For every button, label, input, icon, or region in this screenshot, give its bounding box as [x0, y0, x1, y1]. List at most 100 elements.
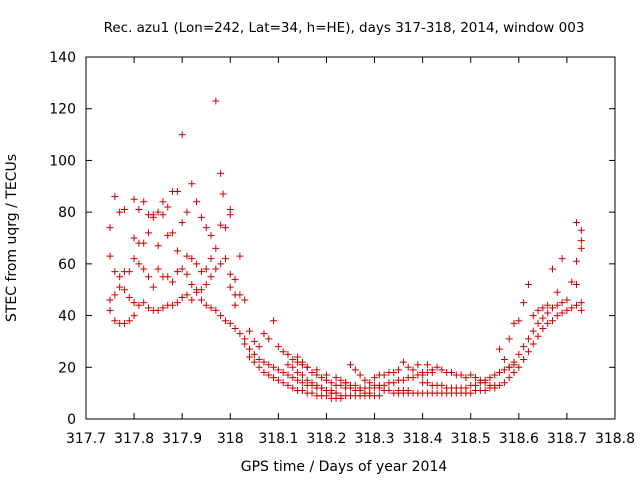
data-point: [447, 368, 455, 376]
data-point: [188, 281, 196, 289]
data-point: [202, 301, 210, 309]
data-point: [116, 273, 124, 281]
data-point: [395, 366, 403, 374]
data-point: [313, 366, 321, 374]
data-point: [183, 252, 191, 260]
data-point: [217, 169, 225, 177]
data-point: [111, 193, 119, 201]
data-point: [236, 291, 244, 299]
data-point: [380, 381, 388, 389]
data-point: [164, 273, 172, 281]
data-point: [322, 371, 330, 379]
data-point: [183, 291, 191, 299]
data-point: [505, 374, 513, 382]
data-point: [135, 260, 143, 268]
data-point: [246, 327, 254, 335]
x-tick-label: 317.9: [162, 431, 202, 447]
data-point: [154, 242, 162, 250]
x-tick-label: 317.8: [114, 431, 154, 447]
data-point: [154, 306, 162, 314]
x-tick-label: 318.8: [595, 431, 635, 447]
data-point: [284, 361, 292, 369]
data-point: [481, 387, 489, 395]
data-point: [524, 335, 532, 343]
data-point: [140, 198, 148, 206]
data-point: [419, 368, 427, 376]
data-point: [568, 304, 576, 312]
data-point: [438, 381, 446, 389]
data-point: [467, 371, 475, 379]
data-point: [111, 268, 119, 276]
data-point: [173, 299, 181, 307]
x-tick-label: 318.5: [451, 431, 491, 447]
data-point: [476, 376, 484, 384]
data-point: [164, 203, 172, 211]
data-point: [414, 361, 422, 369]
data-point: [120, 206, 128, 214]
data-point: [145, 229, 153, 237]
data-point: [207, 304, 215, 312]
data-point: [265, 335, 273, 343]
data-point: [577, 237, 585, 245]
data-point: [260, 358, 268, 366]
data-point: [390, 379, 398, 387]
data-point: [399, 358, 407, 366]
data-point: [284, 350, 292, 358]
data-point: [173, 268, 181, 276]
data-point: [462, 384, 470, 392]
data-point: [270, 317, 278, 325]
data-point: [231, 325, 239, 332]
y-tick-label: 100: [49, 153, 76, 169]
data-point: [529, 340, 537, 348]
data-point: [246, 345, 254, 353]
data-point: [217, 221, 225, 229]
data-point: [318, 384, 326, 392]
data-point: [284, 381, 292, 389]
data-point: [529, 312, 537, 320]
data-point: [260, 368, 268, 376]
data-point: [332, 389, 340, 397]
data-point: [510, 358, 518, 366]
data-point: [318, 374, 326, 382]
data-point: [106, 296, 114, 304]
data-point: [294, 376, 302, 384]
data-point: [173, 247, 181, 255]
data-point: [577, 306, 585, 314]
data-point: [116, 208, 124, 216]
data-points: [106, 97, 585, 402]
data-point: [294, 353, 302, 361]
x-tick-label: 318.1: [258, 431, 298, 447]
data-point: [298, 387, 306, 395]
data-point: [212, 306, 220, 314]
data-point: [255, 363, 263, 371]
data-point: [106, 224, 114, 232]
data-point: [250, 337, 258, 345]
data-point: [284, 371, 292, 379]
data-point: [159, 304, 167, 312]
data-point: [298, 358, 306, 366]
data-point: [241, 296, 249, 304]
data-point: [265, 371, 273, 379]
data-point: [279, 379, 287, 387]
data-point: [298, 371, 306, 379]
data-point: [303, 376, 311, 384]
data-point: [135, 301, 143, 309]
data-point: [226, 211, 234, 219]
data-point: [178, 293, 186, 301]
data-point: [510, 368, 518, 376]
data-point: [548, 304, 556, 312]
x-axis-label: GPS time / Days of year 2014: [241, 459, 448, 475]
data-point: [573, 281, 581, 289]
data-point: [212, 244, 220, 252]
data-point: [164, 231, 172, 239]
data-point: [274, 343, 282, 351]
data-point: [577, 226, 585, 234]
data-point: [202, 265, 210, 273]
data-point: [375, 392, 383, 400]
data-point: [279, 348, 287, 356]
data-point: [246, 353, 254, 361]
data-point: [294, 368, 302, 376]
data-point: [347, 361, 354, 369]
data-point: [207, 273, 215, 281]
